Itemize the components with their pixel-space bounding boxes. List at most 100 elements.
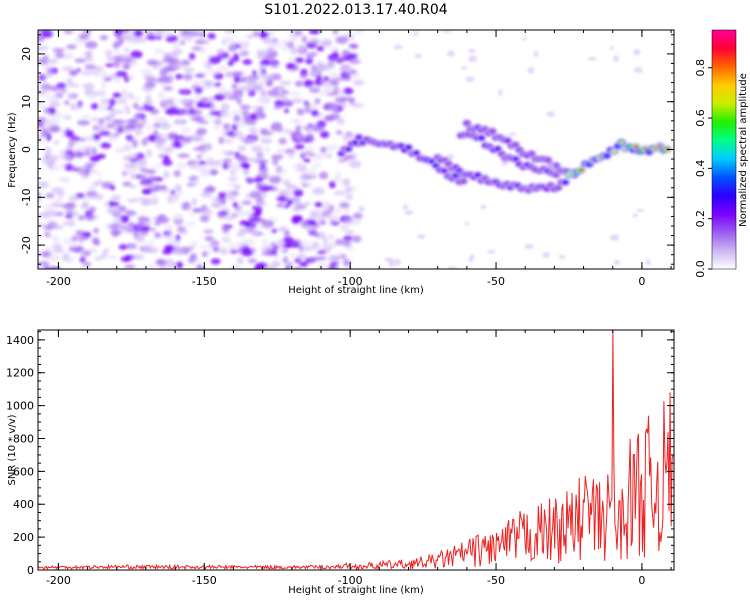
noise-blob — [194, 79, 200, 88]
noise-blob — [112, 60, 121, 68]
noise-blob — [236, 39, 245, 45]
noise-blob — [271, 228, 278, 233]
noise-blob — [76, 166, 87, 173]
noise-blob — [163, 146, 174, 154]
noise-blob — [171, 143, 183, 148]
noise-blob — [332, 57, 346, 62]
colorbar-label: Normalized spectral amplitude — [738, 73, 749, 227]
noise-blob — [312, 187, 325, 195]
noise-blob — [123, 142, 133, 151]
noise-blob — [220, 248, 229, 255]
noise-blob — [343, 208, 350, 214]
noise-blob — [158, 75, 169, 82]
y-tick-label: 1000 — [6, 400, 34, 413]
noise-blob — [111, 232, 119, 238]
noise-blob — [290, 46, 297, 55]
x-tick-label: -50 — [487, 275, 505, 288]
noise-blob — [270, 260, 281, 268]
noise-blob — [99, 34, 109, 41]
noise-blob — [78, 33, 90, 40]
noise-blob — [345, 194, 354, 201]
faint-blob — [470, 254, 475, 259]
noise-blob — [90, 65, 104, 72]
noise-blob — [46, 248, 55, 253]
noise-blob — [241, 248, 253, 257]
noise-blob — [41, 30, 53, 34]
noise-blob — [240, 210, 254, 217]
noise-blob — [296, 253, 307, 260]
noise-blob — [316, 218, 326, 224]
colorbar-tick-label: 0.4 — [694, 160, 707, 178]
noise-blob — [314, 78, 324, 87]
noise-blob — [300, 220, 310, 228]
noise-blob — [175, 119, 184, 125]
noise-blob — [199, 102, 211, 108]
noise-blob — [308, 88, 321, 93]
faint-blob — [480, 204, 487, 210]
noise-blob — [54, 197, 64, 205]
noise-blob — [316, 63, 328, 72]
noise-blob — [256, 54, 270, 60]
noise-blob — [116, 55, 127, 60]
noise-blob — [172, 139, 182, 145]
noise-blob — [330, 46, 339, 53]
noise-blob — [194, 258, 202, 263]
trace-body — [488, 128, 497, 135]
noise-blob — [354, 30, 364, 35]
noise-blob — [147, 239, 155, 244]
x-tick-label: -150 — [192, 574, 217, 587]
noise-blob — [179, 108, 190, 115]
noise-blob — [300, 150, 312, 156]
noise-blob — [191, 198, 198, 206]
noise-blob — [82, 83, 95, 90]
trace-core — [413, 151, 419, 155]
noise-blob — [335, 238, 343, 246]
noise-blob — [189, 253, 198, 261]
noise-blob — [241, 110, 250, 117]
noise-blob — [66, 257, 73, 264]
noise-blob — [294, 80, 304, 87]
y-tick-label: 20 — [20, 47, 33, 61]
noise-blob — [38, 261, 50, 266]
noise-blob — [332, 176, 342, 183]
trace-body — [459, 178, 468, 185]
noise-blob — [74, 58, 86, 63]
noise-blob — [244, 169, 251, 175]
noise-blob — [311, 41, 319, 46]
noise-blob — [106, 106, 113, 111]
noise-blob — [108, 112, 116, 119]
noise-blob — [75, 68, 81, 73]
noise-blob — [189, 212, 196, 217]
noise-blob — [115, 71, 128, 78]
noise-blob — [277, 227, 288, 232]
trace-core — [562, 180, 568, 185]
noise-blob — [70, 70, 77, 76]
noise-blob — [172, 135, 185, 140]
noise-blob — [323, 76, 330, 81]
noise-blob — [120, 35, 130, 40]
colorbar-frame — [711, 29, 737, 270]
noise-blob — [286, 62, 295, 71]
snr-plot-area — [38, 330, 674, 570]
noise-blob — [299, 261, 308, 267]
noise-blob — [69, 136, 81, 141]
noise-blob — [217, 65, 229, 72]
x-tick-label: -100 — [338, 574, 363, 587]
noise-blob — [274, 168, 288, 174]
noise-blob — [240, 76, 248, 83]
noise-blob — [53, 187, 65, 193]
noise-blob — [77, 145, 84, 151]
noise-blob — [51, 235, 60, 243]
noise-blob — [80, 203, 90, 210]
noise-blob — [56, 192, 66, 197]
noise-blob — [82, 51, 93, 59]
noise-blob — [329, 180, 336, 189]
faint-blob — [388, 260, 396, 267]
noise-blob — [254, 87, 267, 92]
noise-blob — [202, 59, 211, 68]
trace-body — [463, 120, 471, 127]
noise-blob — [270, 124, 277, 132]
noise-blob — [283, 204, 290, 209]
noise-blob — [253, 30, 260, 37]
x-tick-label: -150 — [192, 275, 217, 288]
